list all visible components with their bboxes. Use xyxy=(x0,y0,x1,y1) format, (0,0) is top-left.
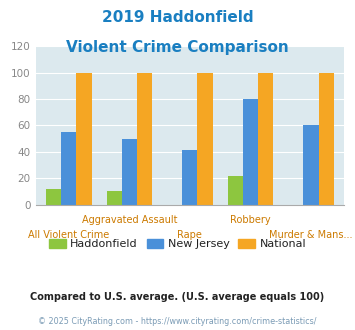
Bar xyxy=(76,73,92,205)
Text: Compared to U.S. average. (U.S. average equals 100): Compared to U.S. average. (U.S. average … xyxy=(31,292,324,302)
Bar xyxy=(137,73,152,205)
Text: Violent Crime Comparison: Violent Crime Comparison xyxy=(66,40,289,54)
Bar xyxy=(197,73,213,205)
Legend: Haddonfield, New Jersey, National: Haddonfield, New Jersey, National xyxy=(44,234,311,253)
Bar xyxy=(228,176,243,205)
Text: Robbery: Robbery xyxy=(230,215,271,225)
Bar xyxy=(182,150,197,205)
Text: © 2025 CityRating.com - https://www.cityrating.com/crime-statistics/: © 2025 CityRating.com - https://www.city… xyxy=(38,317,317,326)
Text: Murder & Mans...: Murder & Mans... xyxy=(269,230,353,240)
Text: 2019 Haddonfield: 2019 Haddonfield xyxy=(102,10,253,25)
Bar xyxy=(319,73,334,205)
Bar xyxy=(122,139,137,205)
Bar xyxy=(61,132,76,205)
Bar xyxy=(258,73,273,205)
Bar xyxy=(304,125,319,205)
Text: All Violent Crime: All Violent Crime xyxy=(28,230,109,240)
Bar xyxy=(243,99,258,205)
Bar xyxy=(106,191,122,205)
Bar xyxy=(46,189,61,205)
Text: Rape: Rape xyxy=(178,230,202,240)
Text: Aggravated Assault: Aggravated Assault xyxy=(82,215,177,225)
